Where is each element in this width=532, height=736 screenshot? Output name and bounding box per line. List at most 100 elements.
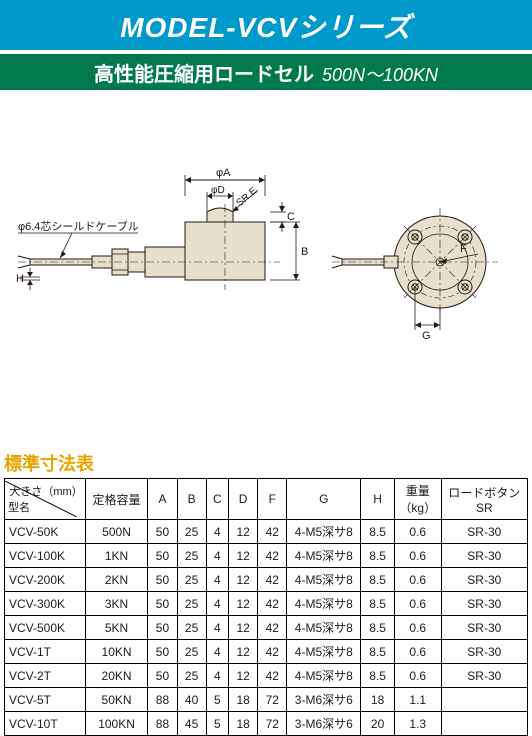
table-cell: 42	[258, 640, 287, 664]
table-cell: 50	[148, 568, 177, 592]
table-cell: 5	[206, 712, 228, 736]
table-cell: 42	[258, 520, 287, 544]
table-cell: 8.5	[361, 664, 395, 688]
diag-header-cell: 大きさ（mm） 型名	[5, 481, 85, 517]
table-cell: 50	[148, 520, 177, 544]
table-cell: 72	[258, 688, 287, 712]
table-cell: 4-M5深サ8	[287, 616, 361, 640]
table-cell: 42	[258, 592, 287, 616]
table-cell: 8.5	[361, 520, 395, 544]
table-cell: 4	[206, 544, 228, 568]
table-row: VCV-500K5KN5025412424-M5深サ88.50.6SR-30	[5, 616, 528, 640]
table-cell: 42	[258, 664, 287, 688]
cable-label: φ6.4芯シールドケーブル	[18, 219, 139, 233]
table-header-row: 大きさ（mm） 型名 定格容量 A B C D F G H 重量（kg） ロード…	[5, 479, 528, 520]
table-cell: SR-30	[441, 544, 527, 568]
table-cell: 12	[229, 568, 258, 592]
table-cell: 0.6	[394, 520, 441, 544]
col-h: H	[361, 479, 395, 520]
subtitle-bar: 高性能圧縮用ロードセル 500N〜100KN	[0, 54, 532, 90]
table-cell: 42	[258, 568, 287, 592]
dim-f-label: F	[460, 243, 467, 255]
subtitle-main: 高性能圧縮用ロードセル	[94, 58, 314, 87]
table-cell: 4	[206, 520, 228, 544]
table-cell: 1.1	[394, 688, 441, 712]
table-row: VCV-100K1KN5025412424-M5深サ88.50.6SR-30	[5, 544, 528, 568]
dim-h-label: H	[16, 273, 24, 285]
table-cell: 3KN	[85, 592, 148, 616]
table-cell: VCV-300K	[5, 592, 86, 616]
table-cell: 4	[206, 640, 228, 664]
table-cell: 4-M5深サ8	[287, 664, 361, 688]
table-cell: 4-M5深サ8	[287, 520, 361, 544]
table-cell: 8.5	[361, 640, 395, 664]
table-cell: 4-M5深サ8	[287, 640, 361, 664]
table-cell: VCV-10T	[5, 712, 86, 736]
table-cell: 1KN	[85, 544, 148, 568]
table-cell: 0.6	[394, 664, 441, 688]
table-cell: VCV-2T	[5, 664, 86, 688]
table-cell: 100KN	[85, 712, 148, 736]
table-cell: 25	[177, 616, 206, 640]
table-cell: 45	[177, 712, 206, 736]
table-cell: 50	[148, 544, 177, 568]
col-c: C	[206, 479, 228, 520]
dimension-diagram: φA φD SR.E φ6.4芯シールドケーブル	[0, 130, 532, 390]
table-cell: SR-30	[441, 520, 527, 544]
table-cell: 25	[177, 520, 206, 544]
table-cell: VCV-1T	[5, 640, 86, 664]
dim-e-label: SR.E	[234, 185, 259, 209]
table-cell: VCV-200K	[5, 568, 86, 592]
table-cell	[441, 712, 527, 736]
col-b: B	[177, 479, 206, 520]
table-cell: 1.3	[394, 712, 441, 736]
table-cell: 20KN	[85, 664, 148, 688]
table-cell: SR-30	[441, 568, 527, 592]
table-cell: 12	[229, 544, 258, 568]
table-cell: 4-M5深サ8	[287, 568, 361, 592]
table-cell: 50	[148, 592, 177, 616]
table-cell: SR-30	[441, 592, 527, 616]
table-cell: SR-30	[441, 616, 527, 640]
title-bar: MODEL-VCVシリーズ	[0, 0, 532, 50]
table-cell: 40	[177, 688, 206, 712]
table-cell: 25	[177, 544, 206, 568]
table-cell: 12	[229, 640, 258, 664]
table-cell: 42	[258, 616, 287, 640]
table-cell: 50	[148, 664, 177, 688]
table-cell: 42	[258, 544, 287, 568]
table-cell: 18	[229, 712, 258, 736]
table-cell: SR-30	[441, 664, 527, 688]
table-row: VCV-200K2KN5025412424-M5深サ88.50.6SR-30	[5, 568, 528, 592]
table-cell: 10KN	[85, 640, 148, 664]
table-cell: 0.6	[394, 592, 441, 616]
table-cell: 4	[206, 616, 228, 640]
col-loadbutton: ロードボタンSR	[441, 479, 527, 520]
subtitle-range: 500N〜100KN	[322, 61, 438, 87]
table-row: VCV-2T20KN5025412424-M5深サ88.50.6SR-30	[5, 664, 528, 688]
table-cell: 8.5	[361, 592, 395, 616]
table-cell: 3-M6深サ6	[287, 688, 361, 712]
dim-a-label: φA	[216, 167, 231, 179]
table-row: VCV-10T100KN8845518723-M6深サ6201.3	[5, 712, 528, 736]
table-cell: VCV-100K	[5, 544, 86, 568]
section-title: 標準寸法表	[4, 450, 532, 476]
table-cell: 18	[361, 688, 395, 712]
table-cell: 25	[177, 640, 206, 664]
table-cell: 25	[177, 592, 206, 616]
col-f: F	[258, 479, 287, 520]
table-cell: 4-M5深サ8	[287, 592, 361, 616]
table-cell: 88	[148, 712, 177, 736]
dim-d-label: φD	[211, 185, 225, 196]
table-cell: VCV-500K	[5, 616, 86, 640]
table-cell: 4-M5深サ8	[287, 544, 361, 568]
table-row: VCV-5T50KN8840518723-M6深サ6181.1	[5, 688, 528, 712]
table-cell: 4	[206, 568, 228, 592]
col-a: A	[148, 479, 177, 520]
col-d: D	[229, 479, 258, 520]
table-cell: SR-30	[441, 640, 527, 664]
table-row: VCV-1T10KN5025412424-M5深サ88.50.6SR-30	[5, 640, 528, 664]
table-cell: VCV-5T	[5, 688, 86, 712]
table-cell: 20	[361, 712, 395, 736]
table-cell	[441, 688, 527, 712]
